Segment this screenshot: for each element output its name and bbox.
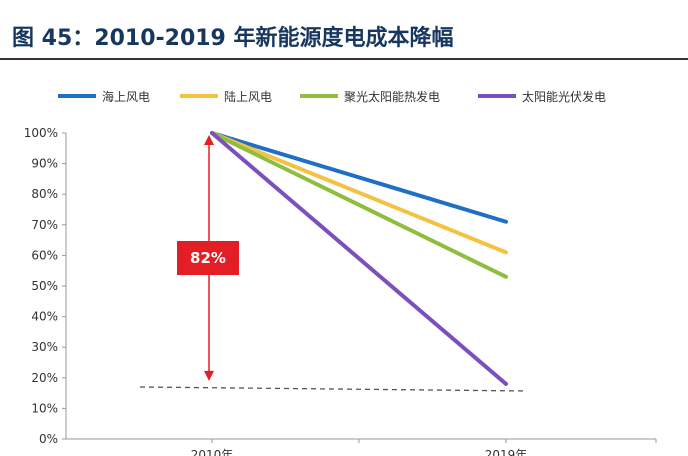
chart-legend: 海上风电 陆上风电 聚光太阳能热发电 太阳能光伏发电 bbox=[58, 86, 678, 106]
reduction-callout: 82% bbox=[177, 241, 239, 275]
y-tick-label: 50% bbox=[31, 279, 58, 293]
legend-label-pv: 太阳能光伏发电 bbox=[522, 89, 607, 104]
y-tick-label: 0% bbox=[39, 432, 58, 446]
x-tick-label: 2019年 bbox=[485, 448, 528, 456]
y-tick-label: 40% bbox=[31, 310, 58, 324]
legend-swatch-onshore-wind bbox=[180, 94, 218, 98]
figure-header: 图 45：2010-2019 年新能源度电成本降幅 bbox=[0, 0, 688, 60]
series-line-2 bbox=[210, 131, 508, 279]
y-tick-label: 20% bbox=[31, 371, 58, 385]
y-tick-label: 90% bbox=[31, 157, 58, 171]
series-line-1 bbox=[210, 131, 508, 255]
legend-label-csp: 聚光太阳能热发电 bbox=[344, 89, 441, 104]
y-tick-label: 30% bbox=[31, 340, 58, 354]
legend-item-pv: 太阳能光伏发电 bbox=[478, 86, 606, 106]
series-line-0 bbox=[210, 131, 508, 224]
legend-label-onshore-wind: 陆上风电 bbox=[224, 89, 273, 104]
legend-item-offshore-wind: 海上风电 bbox=[58, 86, 150, 106]
y-tick-label: 100% bbox=[24, 126, 58, 140]
legend-item-onshore-wind: 陆上风电 bbox=[180, 86, 272, 106]
y-tick-label: 80% bbox=[31, 187, 58, 201]
legend-item-csp: 聚光太阳能热发电 bbox=[300, 86, 440, 106]
reduction-arrow-head-top bbox=[204, 135, 214, 145]
legend-label-offshore-wind: 海上风电 bbox=[102, 89, 151, 104]
chart-title: 图 45：2010-2019 年新能源度电成本降幅 bbox=[12, 26, 454, 51]
legend-swatch-offshore-wind bbox=[58, 94, 96, 98]
y-tick-label: 70% bbox=[31, 218, 58, 232]
y-tick-label: 60% bbox=[31, 248, 58, 262]
reference-dashed-line bbox=[139, 386, 527, 392]
series-line-3 bbox=[210, 131, 508, 386]
legend-swatch-pv bbox=[478, 94, 516, 98]
reduction-arrow-head-bottom bbox=[204, 370, 214, 381]
y-tick-label: 10% bbox=[31, 401, 58, 415]
x-tick-label: 2010年 bbox=[191, 448, 234, 456]
legend-swatch-csp bbox=[300, 94, 338, 98]
